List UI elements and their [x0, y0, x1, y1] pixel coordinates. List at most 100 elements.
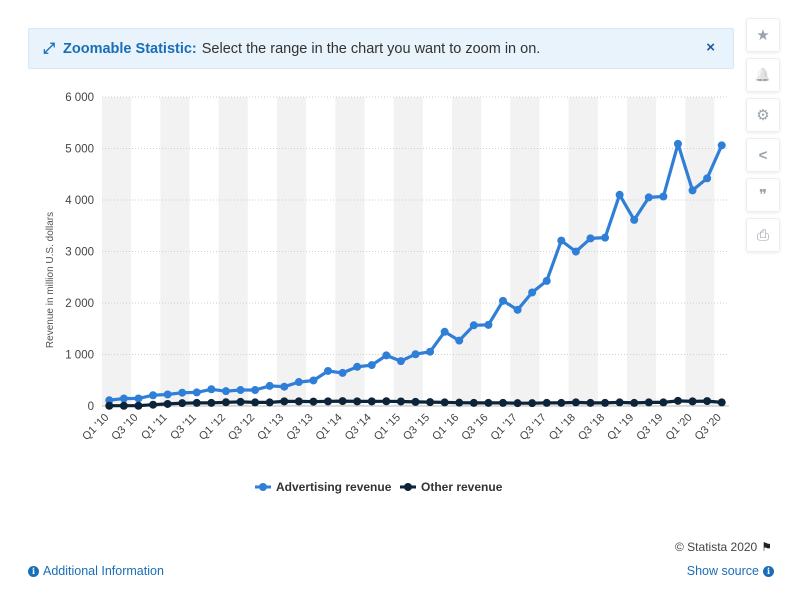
data-point[interactable] [324, 397, 333, 406]
data-point[interactable] [630, 398, 639, 407]
data-point[interactable] [324, 366, 333, 375]
data-point[interactable] [119, 394, 128, 403]
data-point[interactable] [542, 398, 551, 407]
data-point[interactable] [717, 398, 726, 407]
data-point[interactable] [644, 193, 653, 202]
data-point[interactable] [571, 247, 580, 256]
legend-item[interactable]: Other revenue [400, 480, 503, 494]
data-point[interactable] [528, 288, 537, 297]
data-point[interactable] [251, 398, 260, 407]
series-advertising[interactable] [105, 139, 726, 405]
data-point[interactable] [221, 398, 230, 407]
share-button[interactable]: < [746, 138, 780, 172]
data-point[interactable] [498, 296, 507, 305]
data-point[interactable] [280, 397, 289, 406]
data-point[interactable] [251, 386, 260, 395]
data-point[interactable] [703, 397, 712, 406]
data-point[interactable] [688, 186, 697, 195]
data-point[interactable] [265, 398, 274, 407]
data-point[interactable] [105, 396, 114, 405]
data-point[interactable] [440, 327, 449, 336]
data-point[interactable] [717, 141, 726, 150]
data-point[interactable] [455, 336, 464, 345]
data-point[interactable] [367, 397, 376, 406]
data-point[interactable] [396, 397, 405, 406]
data-point[interactable] [149, 400, 158, 409]
legend-item[interactable]: Advertising revenue [255, 480, 392, 494]
data-point[interactable] [673, 139, 682, 148]
print-button[interactable]: ⎙ [746, 218, 780, 252]
additional-information-link[interactable]: i Additional Information [28, 564, 164, 578]
data-point[interactable] [673, 396, 682, 405]
data-point[interactable] [119, 401, 128, 410]
data-point[interactable] [192, 388, 201, 397]
data-point[interactable] [149, 391, 158, 400]
data-point[interactable] [265, 381, 274, 390]
data-point[interactable] [192, 398, 201, 407]
close-icon[interactable]: × [706, 39, 715, 56]
data-point[interactable] [338, 397, 347, 406]
data-point[interactable] [396, 357, 405, 366]
data-point[interactable] [294, 397, 303, 406]
data-point[interactable] [542, 276, 551, 285]
data-point[interactable] [353, 362, 362, 371]
data-point[interactable] [586, 234, 595, 243]
data-point[interactable] [294, 378, 303, 387]
data-point[interactable] [469, 321, 478, 330]
data-point[interactable] [513, 399, 522, 408]
data-point[interactable] [484, 398, 493, 407]
data-point[interactable] [178, 399, 187, 408]
data-point[interactable] [163, 390, 172, 399]
data-point[interactable] [207, 398, 216, 407]
data-point[interactable] [353, 397, 362, 406]
data-point[interactable] [338, 368, 347, 377]
revenue-line-chart[interactable]: 0 1 000 2 000 3 000 4 000 5 000 6 000 Revenue … [0, 80, 740, 520]
data-point[interactable] [236, 386, 245, 395]
data-point[interactable] [703, 174, 712, 183]
series-other[interactable] [105, 396, 726, 410]
data-point[interactable] [426, 398, 435, 407]
data-point[interactable] [367, 361, 376, 370]
data-point[interactable] [513, 305, 522, 314]
data-point[interactable] [586, 398, 595, 407]
data-point[interactable] [571, 398, 580, 407]
data-point[interactable] [601, 233, 610, 242]
data-point[interactable] [105, 401, 114, 410]
data-point[interactable] [280, 382, 289, 391]
data-point[interactable] [601, 398, 610, 407]
flag-icon[interactable]: ⚑ [761, 540, 772, 554]
data-point[interactable] [163, 399, 172, 408]
settings-button[interactable]: ⚙ [746, 98, 780, 132]
data-point[interactable] [484, 320, 493, 329]
data-point[interactable] [382, 351, 391, 360]
data-point[interactable] [221, 387, 230, 396]
data-point[interactable] [426, 347, 435, 356]
data-point[interactable] [688, 397, 697, 406]
data-point[interactable] [557, 398, 566, 407]
data-point[interactable] [134, 401, 143, 410]
data-point[interactable] [207, 385, 216, 394]
show-source-link[interactable]: Show source i [687, 564, 774, 578]
data-point[interactable] [455, 398, 464, 407]
data-point[interactable] [630, 215, 639, 224]
data-point[interactable] [528, 399, 537, 408]
data-point[interactable] [659, 192, 668, 201]
data-point[interactable] [557, 236, 566, 245]
data-point[interactable] [615, 398, 624, 407]
data-point[interactable] [644, 398, 653, 407]
data-point[interactable] [134, 394, 143, 403]
data-point[interactable] [309, 376, 318, 385]
data-point[interactable] [498, 398, 507, 407]
data-point[interactable] [309, 397, 318, 406]
data-point[interactable] [440, 398, 449, 407]
data-point[interactable] [411, 397, 420, 406]
data-point[interactable] [615, 190, 624, 199]
favorite-button[interactable]: ★ [746, 18, 780, 52]
data-point[interactable] [469, 398, 478, 407]
cite-button[interactable]: ❞ [746, 178, 780, 212]
data-point[interactable] [236, 397, 245, 406]
data-point[interactable] [382, 397, 391, 406]
data-point[interactable] [178, 388, 187, 397]
notification-button[interactable]: 🔔 [746, 58, 780, 92]
data-point[interactable] [659, 398, 668, 407]
